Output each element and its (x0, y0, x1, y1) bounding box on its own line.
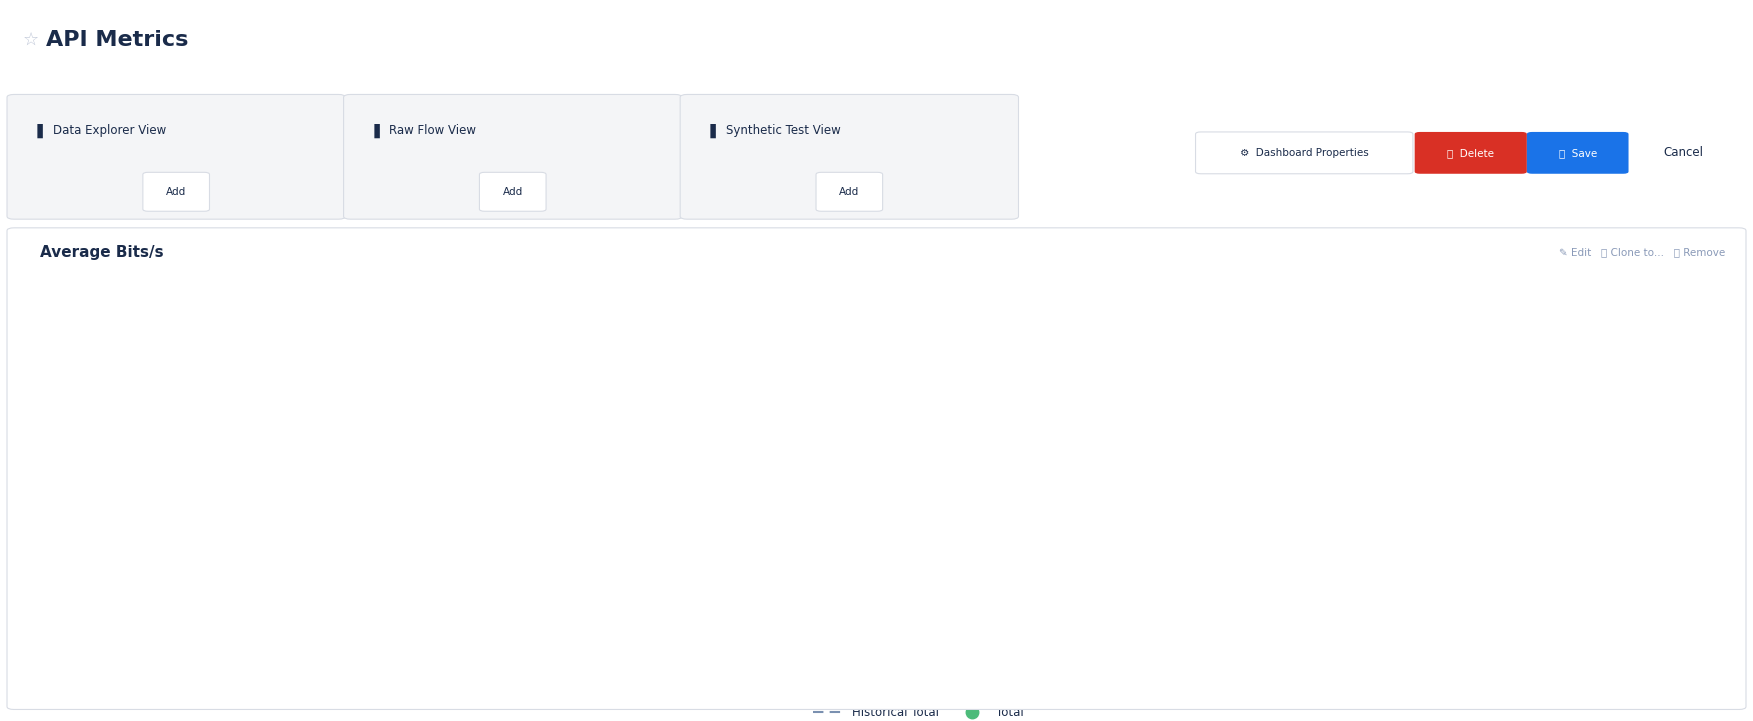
Text: API Metrics: API Metrics (46, 30, 188, 50)
Text: Add: Add (503, 187, 522, 197)
Text: Synthetic Test View: Synthetic Test View (726, 124, 840, 137)
Text: ✎ Edit   ⧉ Clone to...   🗑 Remove: ✎ Edit ⧉ Clone to... 🗑 Remove (1558, 247, 1725, 257)
Text: Average Bits/s: Average Bits/s (40, 245, 165, 260)
Text: Raw Flow View: Raw Flow View (389, 124, 477, 137)
Text: ☆: ☆ (23, 31, 39, 48)
Text: 💾  Save: 💾 Save (1558, 148, 1597, 158)
Text: ▐: ▐ (705, 123, 715, 138)
Text: Add: Add (167, 187, 186, 197)
Text: ▐: ▐ (368, 123, 379, 138)
Text: ▐: ▐ (32, 123, 42, 138)
Text: Data Explorer View: Data Explorer View (53, 124, 167, 137)
Y-axis label: bits/s: bits/s (53, 431, 67, 463)
X-axis label: 2023-05-15 UTC (1 minute intervals): 2023-05-15 UTC (1 minute intervals) (810, 653, 1027, 665)
Text: 🗑  Delete: 🗑 Delete (1448, 148, 1494, 158)
Text: Cancel: Cancel (1664, 146, 1702, 159)
Text: Add: Add (840, 187, 859, 197)
Text: ⚙  Dashboard Properties: ⚙ Dashboard Properties (1239, 148, 1369, 158)
Legend: Historical Total, Total: Historical Total, Total (808, 702, 1029, 721)
